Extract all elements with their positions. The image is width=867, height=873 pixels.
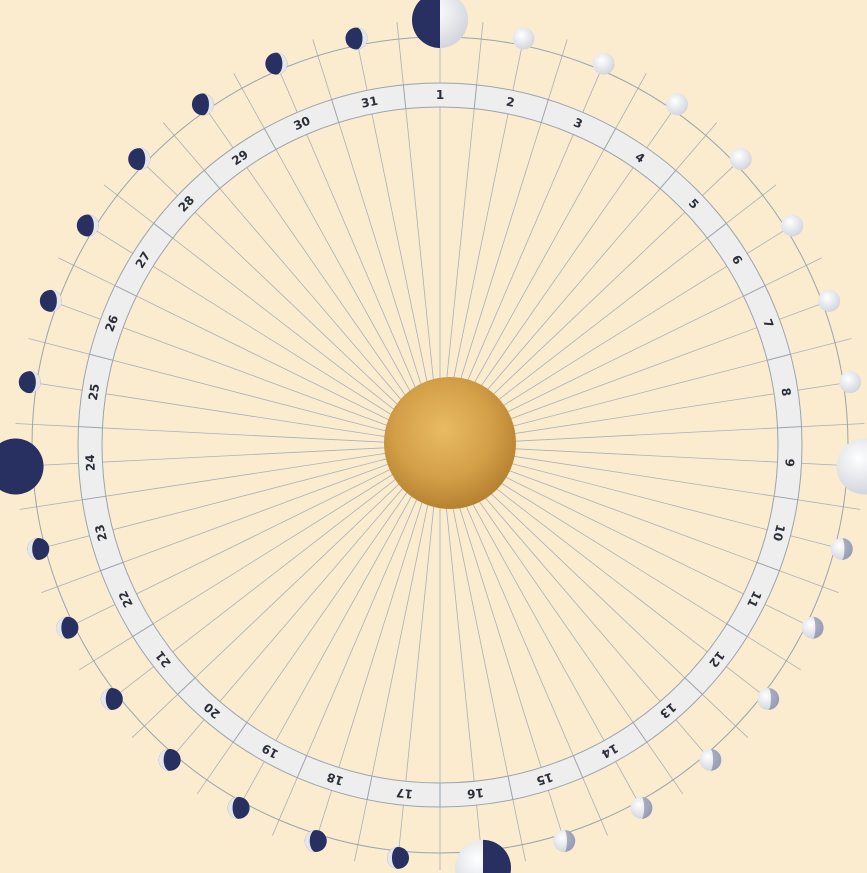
ring-divider [203, 170, 221, 189]
moon-waxing-gibbous-icon [818, 289, 841, 312]
moon-waning-crescent-icon [158, 748, 181, 771]
moon-waxing-crescent-icon [191, 93, 214, 116]
sun-icon [384, 377, 516, 509]
ring-divider [743, 285, 766, 297]
day-label-18: 18 [325, 770, 345, 788]
ring-divider [726, 623, 748, 637]
moon-waning-gibbous-icon [757, 688, 780, 711]
moon-waning-gibbous-icon [553, 829, 576, 852]
day-label-24: 24 [83, 454, 98, 471]
moon-waxing-gibbous-icon [512, 27, 535, 50]
ring-divider [767, 353, 791, 361]
day-label-11: 11 [744, 589, 764, 610]
ring-divider [402, 84, 407, 109]
day-label-22: 22 [116, 589, 136, 610]
ring-divider [114, 285, 137, 297]
ring-divider [82, 495, 106, 501]
moon-new-icon [0, 438, 44, 495]
ring-divider [540, 99, 549, 123]
moon-full-icon [836, 438, 867, 495]
moon-waxing-crescent-icon [265, 52, 288, 75]
moon-first-quarter-icon [412, 0, 468, 48]
moon-waning-crescent-icon [27, 538, 50, 561]
ring-divider [603, 128, 617, 150]
moon-waxing-gibbous-icon [592, 52, 615, 75]
ring-divider [706, 223, 727, 239]
ring-divider [132, 623, 154, 637]
moon-waning-gibbous-icon [801, 616, 824, 639]
moon-waning-crescent-icon [304, 829, 327, 852]
moon-waxing-crescent-icon [18, 371, 41, 394]
ring-divider [177, 677, 196, 695]
moon-waxing-crescent-icon [76, 214, 99, 237]
day-label-16: 16 [466, 785, 484, 801]
day-label-31: 31 [360, 94, 379, 111]
ring-divider [507, 775, 514, 800]
ring-divider [331, 99, 340, 123]
moon-waxing-gibbous-icon [729, 148, 752, 171]
moon-waning-crescent-icon [56, 616, 79, 639]
day-label-10: 10 [770, 523, 788, 543]
day-label-26: 26 [102, 313, 121, 334]
ring-divider [78, 426, 103, 429]
ring-divider [473, 84, 478, 109]
moon-waning-gibbous-icon [830, 538, 853, 561]
day-label-17: 17 [396, 785, 414, 801]
ring-divider [100, 561, 124, 572]
moon-last-quarter-icon [455, 839, 511, 873]
ring-divider [296, 755, 308, 778]
day-label-23: 23 [92, 523, 110, 543]
moon-waning-gibbous-icon [630, 796, 653, 819]
day-label-1: 1 [436, 88, 444, 102]
day-label-15: 15 [535, 770, 555, 788]
moon-waxing-gibbous-icon [781, 214, 804, 237]
moon-waxing-gibbous-icon [839, 371, 862, 394]
day-label-2: 2 [505, 94, 516, 109]
moon-waxing-crescent-icon [128, 148, 151, 171]
ring-divider [632, 722, 648, 743]
moon-waning-gibbous-icon [699, 748, 722, 771]
moon-waxing-crescent-icon [39, 289, 62, 312]
ring-divider [572, 755, 584, 778]
ring-divider [659, 170, 677, 189]
ring-divider [684, 677, 703, 695]
day-label-8: 8 [778, 387, 793, 397]
day-label-25: 25 [86, 383, 102, 402]
ring-divider [774, 495, 798, 501]
ring-divider [232, 722, 248, 743]
ring-divider [263, 128, 277, 150]
ring-divider [756, 561, 780, 572]
ring-divider [153, 223, 174, 239]
day-label-30: 30 [292, 114, 313, 133]
day-ring [77, 82, 803, 808]
moon-waxing-crescent-icon [345, 27, 368, 50]
day-label-9: 9 [782, 458, 796, 467]
moon-waning-crescent-icon [227, 796, 250, 819]
ring-divider [777, 426, 802, 429]
moon-waxing-gibbous-icon [666, 93, 689, 116]
ring-divider [366, 775, 373, 800]
moon-waning-crescent-icon [387, 846, 410, 869]
ring-divider [89, 353, 113, 361]
moon-waning-crescent-icon [100, 688, 123, 711]
